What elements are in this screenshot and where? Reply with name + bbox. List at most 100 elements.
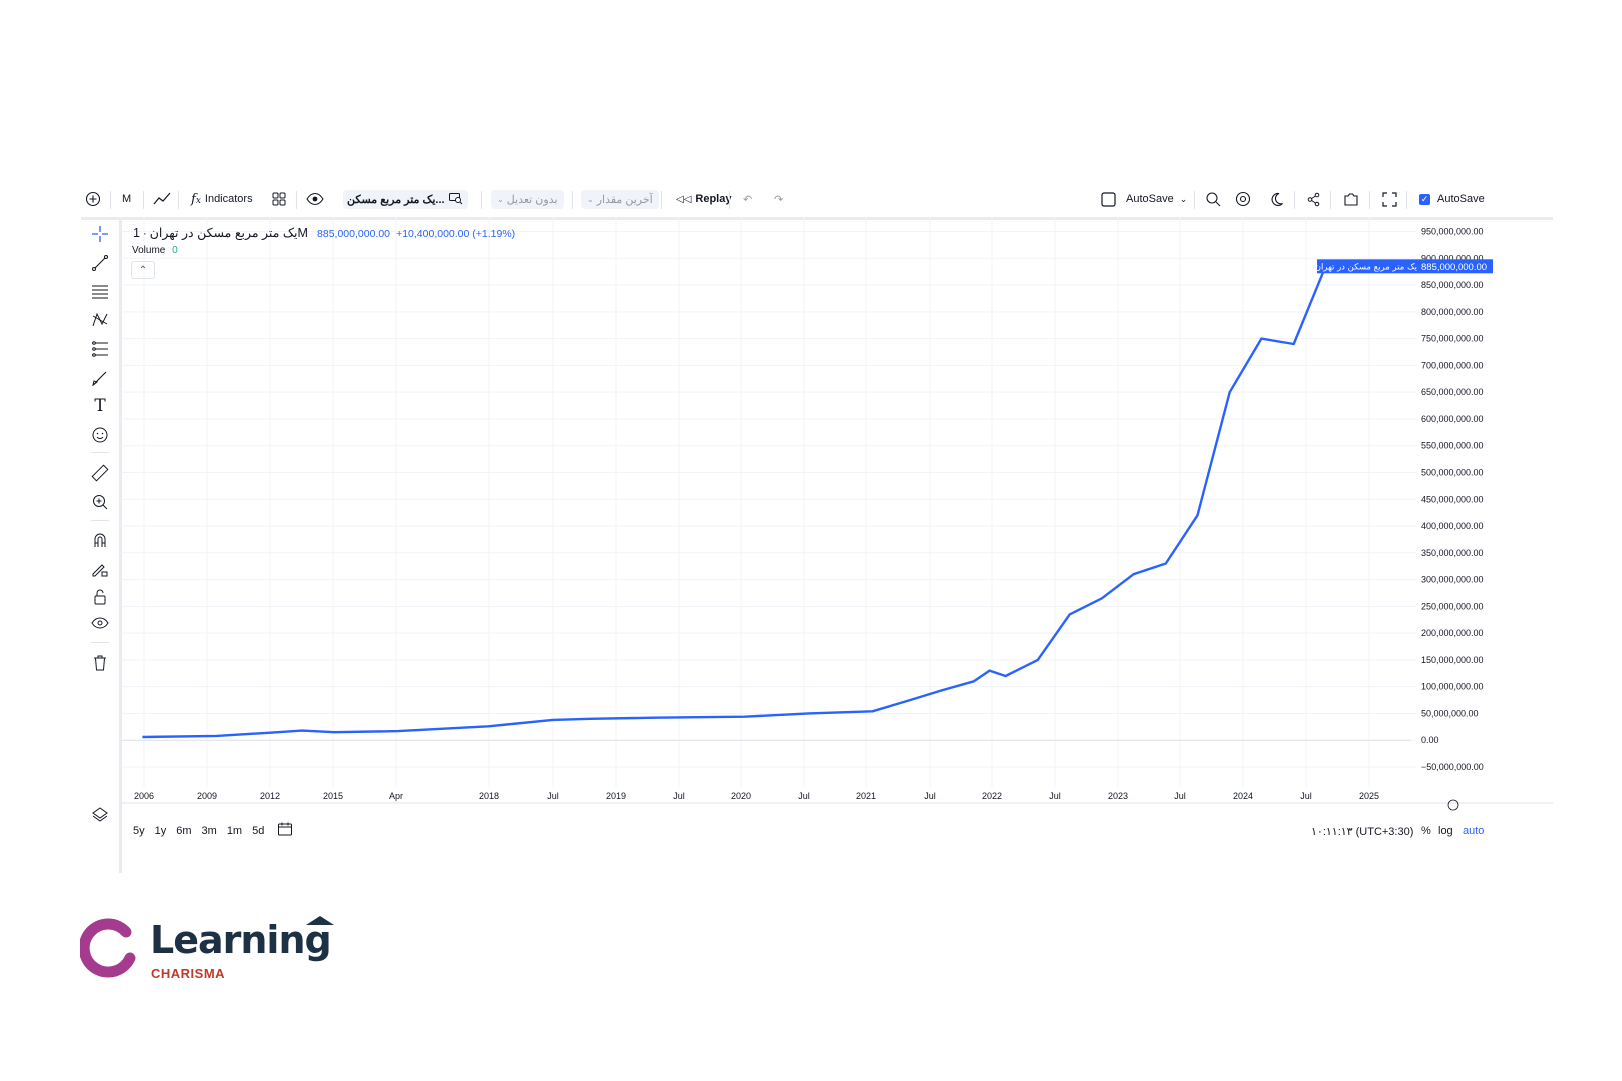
layout-autosave-button[interactable]: AutoSave ⌄ [1101, 181, 1187, 217]
series-layer: یک متر مربع مسکن در تهران 885,000,000.00 [121, 259, 1493, 741]
chart-style-button[interactable] [153, 181, 171, 217]
range-button-5y[interactable]: 5y [133, 825, 145, 837]
timezone-clock[interactable]: ۱۰:۱۱:۱۳ (UTC+3:30) [1311, 826, 1414, 838]
y-tick-label: 200,000,000.00 [1421, 628, 1484, 638]
legend-change: +10,400,000.00 (+1.19%) [396, 228, 516, 240]
horizontal-lines-icon [92, 285, 108, 299]
text-icon: T [94, 396, 106, 416]
layout-square-icon [1101, 191, 1116, 207]
price-tag-label: یک متر مربع مسکن در تهران [1315, 262, 1418, 272]
brand-sub: CHARISMA [151, 966, 226, 981]
interval-button[interactable]: M [122, 193, 132, 205]
indicators-button[interactable]: fx Indicators [191, 191, 253, 207]
undo-button[interactable]: ↶ [743, 181, 752, 217]
range-button-5d[interactable]: 5d [252, 825, 265, 837]
snapshot-button[interactable] [1343, 181, 1359, 217]
y-tick-label: 250,000,000.00 [1421, 601, 1484, 611]
crosshair-tool[interactable] [89, 223, 111, 245]
fx-icon: fx [191, 191, 201, 207]
magnet-tool[interactable] [89, 529, 111, 551]
lock-tool[interactable] [89, 586, 111, 608]
add-symbol-button[interactable] [85, 181, 101, 217]
moon-icon [1271, 192, 1283, 206]
y-tick-label: 600,000,000.00 [1421, 414, 1484, 424]
redo-button[interactable]: ↷ [774, 181, 783, 217]
axis-settings-icon[interactable] [1447, 799, 1459, 811]
series-line[interactable] [142, 265, 1327, 739]
zoom-tool[interactable] [89, 491, 111, 513]
theme-toggle[interactable] [1269, 181, 1284, 217]
auto-toggle[interactable]: auto [1463, 825, 1485, 837]
price-chart[interactable]: 950,000,000.00 900,000,000.00 850,000,000.… [121, 217, 1553, 817]
y-tick-label: 650,000,000.00 [1421, 387, 1484, 397]
x-tick-label: 2018 [479, 791, 499, 801]
share-icon [1307, 192, 1320, 206]
x-tick-label: Jul [798, 791, 810, 801]
y-tick-label: 50,000,000.00 [1421, 708, 1479, 718]
y-tick-label: 750,000,000.00 [1421, 334, 1484, 344]
y-tick-label: 500,000,000.00 [1421, 467, 1484, 477]
price-type-dropdown[interactable]: ⌄ آخرین مقدار [581, 181, 659, 217]
share-button[interactable] [1306, 181, 1321, 217]
adjustment-dropdown[interactable]: ⌄ بدون تعدیل [491, 181, 564, 217]
lock-drawing-tool[interactable] [89, 558, 111, 580]
rewind-icon: ◁◁ [676, 193, 692, 205]
autosave-toggle[interactable]: ✓ AutoSave [1419, 193, 1485, 205]
range-button-6m[interactable]: 6m [176, 825, 192, 837]
undo-icon: ↶ [743, 193, 753, 206]
x-tick-label: 2023 [1108, 791, 1128, 801]
fib-tool[interactable] [89, 280, 111, 302]
symbol-search[interactable]: یک متر مربع مسکن... [343, 181, 468, 217]
y-tick-label: −50,000,000.00 [1421, 762, 1484, 772]
hide-drawings-tool[interactable] [89, 613, 111, 635]
trash-icon [94, 655, 106, 671]
projection-icon [92, 341, 108, 357]
checkbox-checked-icon[interactable]: ✓ [1419, 193, 1430, 205]
collapse-legend-button[interactable]: ⌃ [131, 261, 155, 279]
pencil-lock-icon [92, 564, 108, 577]
volume-legend: Volume 0 [132, 245, 178, 256]
replay-button[interactable]: ◁◁ Replay [676, 193, 732, 205]
measure-tool[interactable] [89, 462, 111, 484]
log-toggle[interactable]: log [1438, 825, 1453, 837]
delete-tool[interactable] [89, 652, 111, 674]
time-axis: 2006 2009 2012 2015 Apr 2018 Jul 2019 Jul 2020 Jul… [134, 791, 1379, 801]
goto-date-button[interactable] [277, 821, 293, 840]
templates-button[interactable] [272, 181, 286, 217]
range-button-3m[interactable]: 3m [201, 825, 217, 837]
x-tick-label: Jul [1300, 791, 1312, 801]
legend-symbol[interactable]: یک متر مربع مسکن در تهران [149, 226, 298, 240]
y-tick-label: 400,000,000.00 [1421, 521, 1484, 531]
x-tick-label: Jul [547, 791, 559, 801]
alarm-icon [1235, 191, 1251, 207]
chevron-down-icon: ⌄ [587, 194, 594, 204]
plus-circle-icon [85, 191, 101, 207]
brush-tool[interactable] [89, 367, 111, 389]
trend-line-tool[interactable] [89, 252, 111, 274]
search-zoom-icon [1206, 192, 1221, 207]
fullscreen-button[interactable] [1382, 181, 1397, 217]
range-button-1y[interactable]: 1y [154, 825, 167, 837]
percent-toggle[interactable]: % [1421, 825, 1431, 837]
x-tick-label: 2020 [731, 791, 751, 801]
x-tick-label: 2021 [856, 791, 876, 801]
x-tick-label: 2019 [606, 791, 626, 801]
alert-button[interactable] [1235, 181, 1251, 217]
x-tick-label: 2015 [323, 791, 343, 801]
emoji-tool[interactable] [89, 424, 111, 446]
eye-icon [306, 192, 324, 206]
range-button-1m[interactable]: 1m [226, 825, 243, 837]
chevron-up-icon: ⌃ [138, 264, 148, 276]
chart-grid [121, 217, 1416, 787]
y-tick-label: 700,000,000.00 [1421, 360, 1484, 370]
text-tool[interactable]: T [89, 395, 111, 417]
chevron-down-icon: ⌄ [1179, 193, 1188, 204]
zoom-in-icon [93, 495, 108, 510]
unlock-icon [94, 589, 106, 605]
quick-search-button[interactable] [1205, 181, 1221, 217]
object-tree-button[interactable] [89, 804, 111, 826]
pattern-tool[interactable] [89, 309, 111, 331]
visibility-button[interactable] [306, 181, 324, 217]
projection-tool[interactable] [89, 338, 111, 360]
trend-line-icon [92, 255, 108, 271]
